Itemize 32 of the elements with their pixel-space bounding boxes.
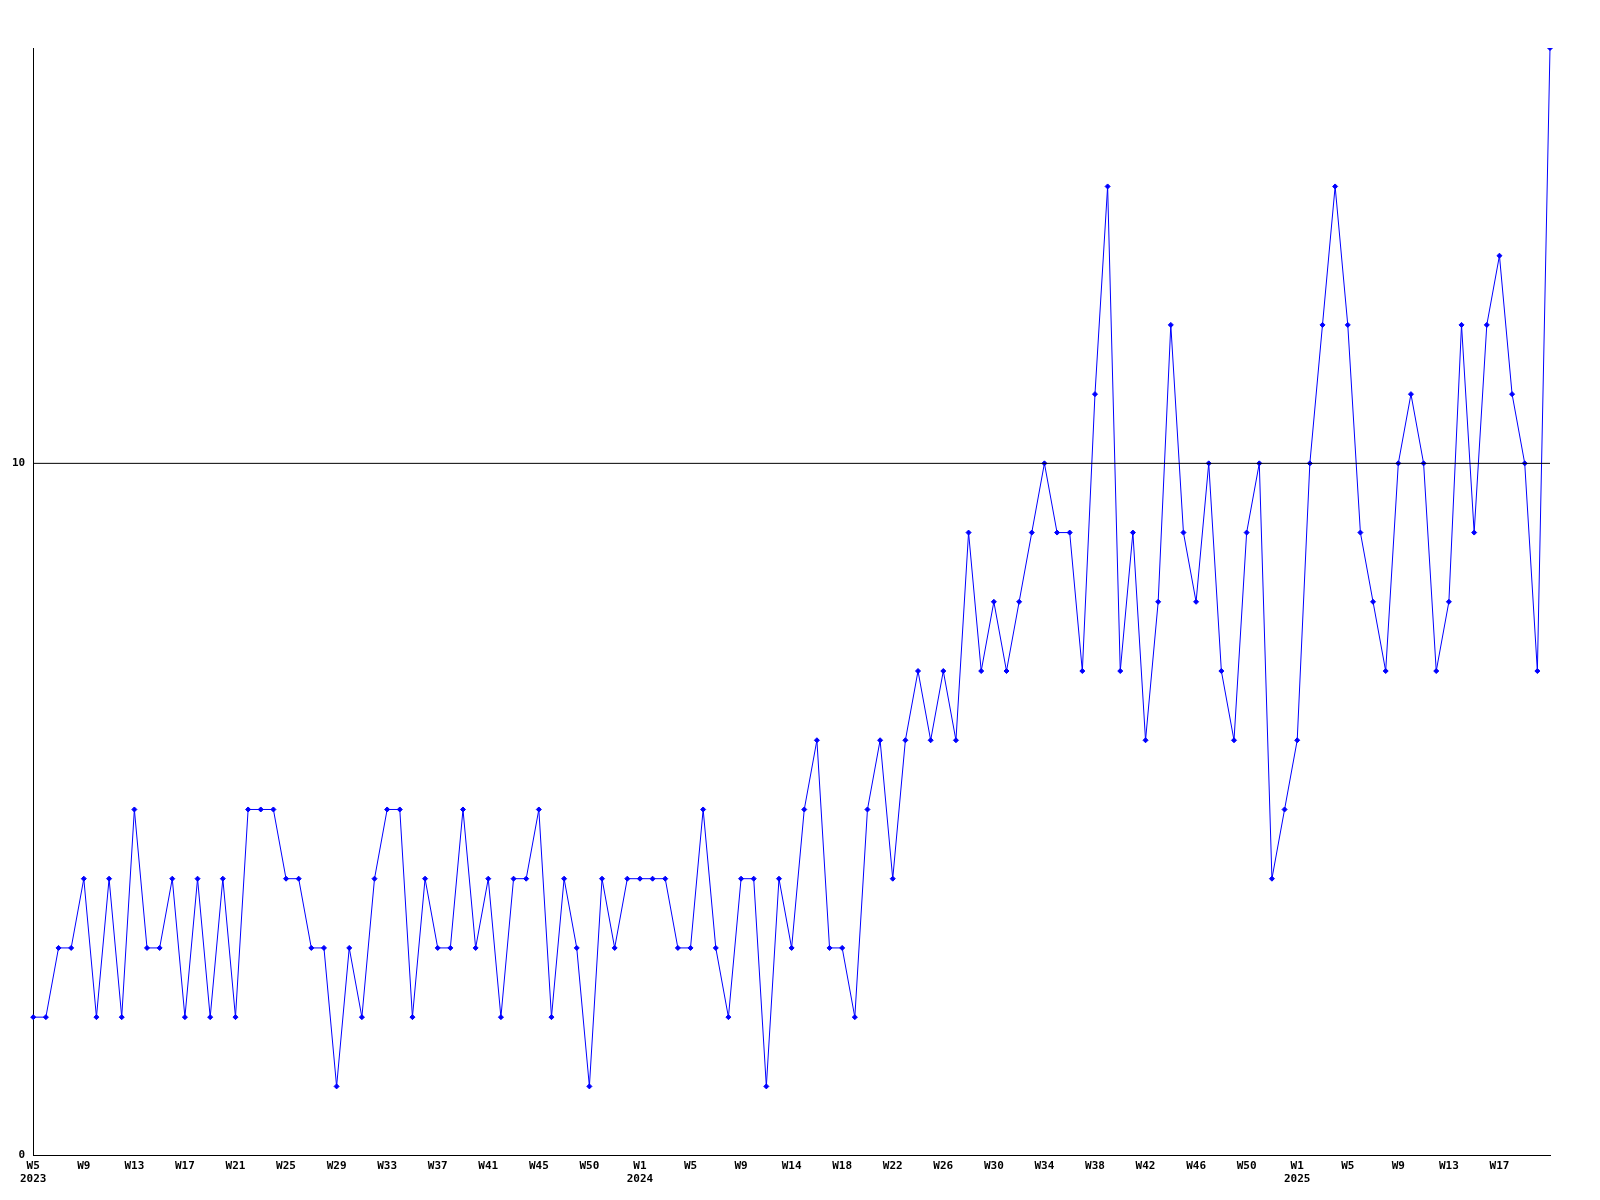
x-tick-label: W21	[225, 1159, 246, 1173]
x-tick-label: W22	[882, 1159, 903, 1173]
x-tick-label: W50	[579, 1159, 600, 1173]
y-tick-label: 0	[18, 1148, 26, 1162]
x-tick-label: W13	[1438, 1159, 1459, 1173]
x-tick-label: W25	[276, 1159, 296, 1173]
x-tick-label: W13	[124, 1159, 145, 1173]
x-tick-label: W34	[1034, 1159, 1055, 1173]
x-tick-label: W1 2025	[1283, 1159, 1311, 1186]
x-tick-label: W50	[1236, 1159, 1257, 1173]
x-tick-label: W17	[1489, 1159, 1510, 1173]
x-tick-label: W38	[1085, 1159, 1105, 1173]
x-tick-label: W5 2023	[20, 1159, 47, 1186]
x-tick-label: W1 2024	[626, 1159, 654, 1186]
x-tick-label: W26	[933, 1159, 954, 1173]
x-tick-label: W45	[528, 1159, 549, 1173]
x-tick-label: W9	[1391, 1159, 1405, 1173]
y-tick-label: 10	[12, 456, 26, 470]
x-tick-label: W41	[478, 1159, 499, 1173]
x-tick-label: W29	[326, 1159, 347, 1173]
x-tick-label: W33	[377, 1159, 398, 1173]
x-tick-label: W37	[427, 1159, 448, 1173]
x-tick-label: W18	[832, 1159, 853, 1173]
x-tick-label: W9	[77, 1159, 91, 1173]
x-tick-label: W5	[683, 1159, 698, 1173]
x-tick-label: W42	[1135, 1159, 1156, 1173]
x-tick-label: W9	[734, 1159, 748, 1173]
x-tick-label: W30	[983, 1159, 1004, 1173]
x-tick-label: W14	[781, 1159, 802, 1173]
x-tick-label: W17	[174, 1159, 195, 1173]
x-tick-label: W5	[1341, 1159, 1355, 1173]
x-tick-label: W46	[1186, 1159, 1207, 1173]
